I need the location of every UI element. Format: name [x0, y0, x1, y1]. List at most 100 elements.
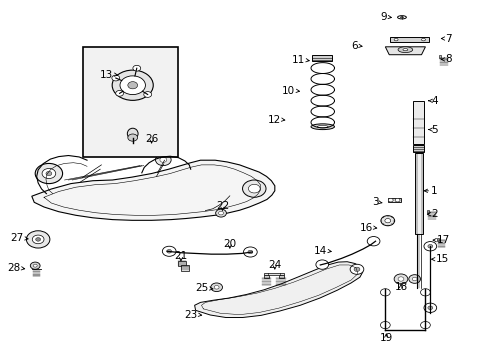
Circle shape: [160, 157, 166, 162]
Circle shape: [33, 264, 37, 267]
Ellipse shape: [317, 126, 327, 128]
Polygon shape: [194, 262, 362, 318]
Circle shape: [112, 75, 120, 81]
Text: 19: 19: [379, 333, 392, 343]
Circle shape: [393, 274, 407, 284]
Bar: [181, 265, 189, 271]
Text: 28: 28: [7, 263, 20, 273]
Circle shape: [30, 262, 40, 269]
Circle shape: [349, 264, 363, 274]
Text: 2: 2: [430, 209, 437, 219]
Text: 3: 3: [371, 197, 378, 207]
Circle shape: [248, 184, 260, 193]
Bar: [427, 210, 428, 213]
Bar: [264, 275, 268, 278]
Bar: [83, 47, 178, 157]
Text: 6: 6: [350, 41, 357, 51]
Circle shape: [387, 198, 392, 202]
Text: 9: 9: [380, 12, 386, 22]
Ellipse shape: [397, 15, 406, 19]
Circle shape: [143, 91, 151, 97]
Polygon shape: [32, 160, 274, 220]
Bar: [311, 55, 331, 61]
Circle shape: [242, 180, 265, 197]
Bar: [438, 55, 440, 58]
Circle shape: [36, 238, 41, 241]
Ellipse shape: [310, 124, 334, 130]
Bar: [387, 198, 401, 202]
Circle shape: [420, 289, 429, 296]
Text: 17: 17: [436, 235, 449, 245]
Circle shape: [423, 303, 436, 312]
Circle shape: [46, 171, 52, 176]
Circle shape: [214, 285, 219, 289]
Circle shape: [133, 65, 141, 71]
Circle shape: [380, 289, 389, 296]
Text: 24: 24: [267, 260, 281, 270]
Circle shape: [127, 82, 137, 89]
Text: 23: 23: [184, 310, 197, 320]
Bar: [414, 153, 423, 234]
Text: 25: 25: [195, 283, 208, 293]
Circle shape: [380, 216, 394, 226]
Circle shape: [155, 154, 171, 166]
Text: 22: 22: [215, 201, 229, 211]
Circle shape: [26, 231, 50, 248]
Text: 27: 27: [11, 233, 24, 243]
Text: 1: 1: [430, 186, 437, 196]
Circle shape: [380, 321, 389, 329]
Bar: [412, 145, 423, 152]
Bar: [178, 261, 185, 266]
Circle shape: [394, 198, 399, 202]
Text: 13: 13: [100, 69, 113, 80]
Text: 4: 4: [430, 96, 437, 106]
Text: 26: 26: [144, 134, 158, 144]
Circle shape: [420, 321, 429, 329]
Circle shape: [218, 211, 223, 215]
Circle shape: [408, 275, 420, 283]
Text: 10: 10: [282, 86, 295, 96]
Circle shape: [397, 277, 403, 281]
Text: 16: 16: [359, 222, 372, 233]
Text: 21: 21: [174, 251, 187, 261]
Ellipse shape: [402, 49, 407, 51]
Circle shape: [166, 249, 171, 253]
Circle shape: [32, 235, 44, 244]
Circle shape: [127, 134, 137, 141]
Text: 20: 20: [223, 239, 236, 249]
Ellipse shape: [421, 39, 425, 41]
Bar: [436, 238, 438, 241]
Text: 8: 8: [444, 54, 451, 64]
Circle shape: [116, 90, 123, 96]
Circle shape: [366, 237, 379, 246]
Circle shape: [427, 306, 432, 310]
Circle shape: [427, 244, 432, 248]
Text: 12: 12: [267, 114, 280, 125]
Circle shape: [162, 246, 176, 256]
Ellipse shape: [127, 128, 138, 139]
Ellipse shape: [397, 47, 412, 53]
Circle shape: [384, 219, 390, 223]
Bar: [264, 273, 283, 275]
Circle shape: [35, 163, 62, 184]
Text: 7: 7: [444, 33, 451, 44]
Bar: [389, 37, 428, 42]
Circle shape: [247, 250, 252, 254]
Text: 5: 5: [430, 125, 437, 135]
Text: 11: 11: [291, 55, 305, 65]
Bar: [412, 101, 423, 144]
Text: 14: 14: [313, 246, 326, 256]
Polygon shape: [385, 47, 425, 55]
Circle shape: [423, 242, 436, 251]
Circle shape: [353, 267, 359, 271]
Circle shape: [112, 70, 153, 100]
Ellipse shape: [393, 39, 397, 41]
Circle shape: [243, 247, 257, 257]
Circle shape: [210, 283, 222, 292]
Circle shape: [120, 76, 145, 95]
Text: 18: 18: [393, 282, 407, 292]
Bar: [278, 275, 283, 278]
Circle shape: [411, 277, 416, 281]
Circle shape: [215, 209, 226, 217]
Ellipse shape: [400, 17, 403, 18]
